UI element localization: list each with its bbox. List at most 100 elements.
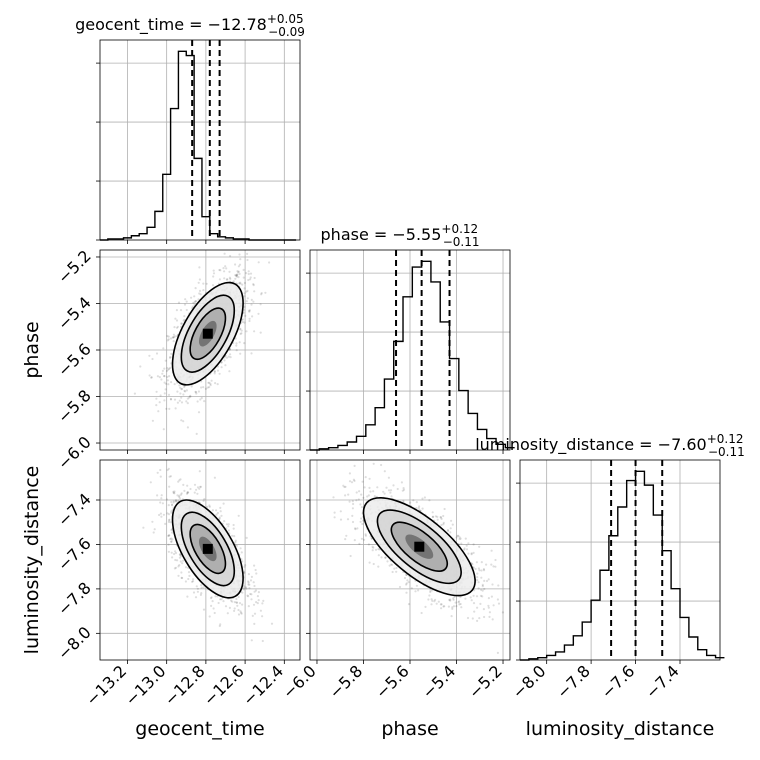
scatter-point xyxy=(402,499,405,503)
scatter-point xyxy=(451,606,454,609)
title-upper: +0.12 xyxy=(441,222,478,236)
scatter-point xyxy=(402,487,405,490)
scatter-point xyxy=(250,575,253,579)
x-tick-label: −12.8 xyxy=(161,661,209,709)
scatter-point xyxy=(193,295,196,298)
scatter-point xyxy=(421,497,424,500)
scatter-point xyxy=(169,521,172,524)
scatter-point xyxy=(496,598,499,601)
scatter-point xyxy=(167,338,170,341)
scatter-point xyxy=(449,527,452,530)
scatter-point xyxy=(189,394,192,397)
scatter-point xyxy=(239,547,242,550)
scatter-point xyxy=(161,502,164,505)
scatter-point xyxy=(464,597,467,600)
scatter-point xyxy=(161,369,164,372)
scatter-point xyxy=(170,503,174,506)
scatter-point xyxy=(168,519,171,522)
scatter-point xyxy=(478,545,481,548)
scatter-point xyxy=(241,603,244,606)
scatter-point xyxy=(450,519,453,522)
scatter-point xyxy=(458,603,461,606)
scatter-point xyxy=(431,599,434,603)
scatter-point xyxy=(238,263,242,266)
scatter-point xyxy=(333,511,336,514)
y-tick-label: −5.2 xyxy=(54,246,95,287)
scatter-point xyxy=(168,439,170,441)
scatter-point xyxy=(264,291,267,294)
scatter-point xyxy=(501,611,504,614)
scatter-point xyxy=(476,606,479,609)
scatter-point xyxy=(207,381,210,384)
scatter-point xyxy=(252,283,255,286)
scatter-point xyxy=(204,387,207,390)
scatter-point xyxy=(222,600,225,603)
scatter-point xyxy=(226,278,229,281)
scatter-point xyxy=(199,293,202,296)
scatter-point xyxy=(181,576,184,580)
scatter-point xyxy=(348,500,351,503)
scatter-point xyxy=(256,595,259,598)
scatter-point xyxy=(270,622,274,625)
scatter-point xyxy=(186,426,189,429)
scatter-point xyxy=(161,372,164,375)
scatter-point xyxy=(417,589,420,592)
scatter-point xyxy=(170,540,173,543)
scatter-point xyxy=(235,274,238,277)
scatter-point xyxy=(182,319,185,322)
scatter-point xyxy=(240,551,243,554)
scatter-point xyxy=(440,603,443,606)
scatter-point xyxy=(167,368,170,371)
scatter-point xyxy=(253,612,257,615)
scatter-point xyxy=(247,581,250,584)
scatter-point xyxy=(472,543,475,546)
y-axis-label-luminosity_distance: luminosity_distance xyxy=(21,466,43,655)
scatter-point xyxy=(398,585,402,589)
scatter-point xyxy=(180,571,183,574)
scatter-point xyxy=(405,573,408,577)
scatter-point xyxy=(155,352,159,355)
scatter-point xyxy=(234,263,237,266)
scatter-point xyxy=(202,289,205,292)
scatter-point xyxy=(459,602,462,606)
scatter-point xyxy=(200,584,203,587)
scatter-point xyxy=(226,612,229,615)
scatter-point xyxy=(477,567,480,570)
scatter-point xyxy=(200,592,203,595)
scatter-point xyxy=(233,535,236,538)
scatter-point xyxy=(197,411,201,414)
scatter-point xyxy=(439,516,442,519)
scatter-point xyxy=(160,494,163,497)
scatter-point xyxy=(467,552,470,555)
scatter-point xyxy=(415,506,418,510)
scatter-point xyxy=(442,521,445,525)
scatter-point xyxy=(225,523,228,526)
scatter-point xyxy=(383,470,386,473)
scatter-point xyxy=(247,573,250,576)
scatter-point xyxy=(180,388,183,391)
scatter-point xyxy=(220,514,223,517)
scatter-point xyxy=(480,576,483,579)
scatter-point xyxy=(395,570,398,573)
scatter-point xyxy=(491,583,494,586)
scatter-point xyxy=(220,366,223,369)
scatter-point xyxy=(355,491,358,494)
scatter-point xyxy=(224,265,227,268)
scatter-point xyxy=(465,548,469,551)
scatter-point xyxy=(185,400,188,403)
scatter-point xyxy=(374,548,378,551)
scatter-point xyxy=(169,356,172,359)
scatter-point xyxy=(469,596,472,599)
scatter-point xyxy=(248,310,251,313)
scatter-point xyxy=(228,276,231,279)
scatter-point xyxy=(169,398,173,401)
scatter-point xyxy=(367,494,370,497)
scatter-point xyxy=(223,270,226,273)
scatter-point xyxy=(243,281,246,285)
scatter-point xyxy=(162,428,165,431)
scatter-point xyxy=(231,600,234,603)
scatter-point xyxy=(174,550,177,553)
scatter-point xyxy=(235,601,239,604)
scatter-point xyxy=(219,598,222,601)
scatter-point xyxy=(216,383,219,386)
